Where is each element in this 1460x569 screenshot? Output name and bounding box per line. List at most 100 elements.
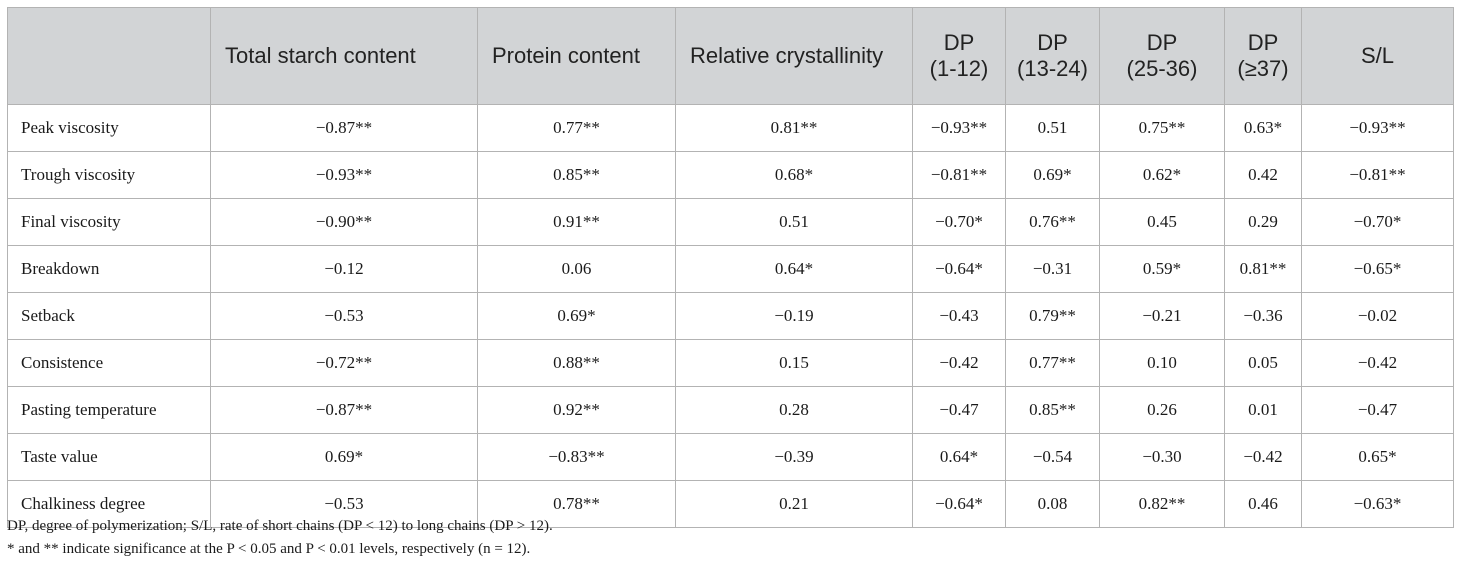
column-header-s-l: S/L (1301, 7, 1454, 105)
table-cell: 0.51 (675, 198, 913, 246)
table-cell: −0.72** (210, 339, 478, 387)
row-label: Final viscosity (7, 198, 211, 246)
table-cell: 0.65* (1301, 433, 1454, 481)
table-cell: −0.02 (1301, 292, 1454, 340)
table-cell: 0.21 (675, 480, 913, 528)
column-header-line: (≥37) (1237, 56, 1289, 81)
table-cell: 0.69* (210, 433, 478, 481)
table-cell: −0.12 (210, 245, 478, 293)
table-row: Taste value 0.69* −0.83** −0.39 0.64* −0.54 −0… (7, 433, 1454, 481)
column-header-line: DP (1146, 30, 1178, 55)
footnote-abbreviations: DP, degree of polymerization; S/L, rate … (7, 518, 553, 534)
table-cell: −0.93** (210, 151, 478, 199)
table-row: Peak viscosity −0.87** 0.77** 0.81** −0.93**… (7, 104, 1454, 152)
table-row: Trough viscosity −0.93** 0.85** 0.68* −0.81*… (7, 151, 1454, 199)
table-cell: 0.63* (1224, 104, 1302, 152)
table-cell: 0.28 (675, 386, 913, 434)
table-cell: 0.81** (1224, 245, 1302, 293)
row-label: Consistence (7, 339, 211, 387)
table-cell: −0.64* (912, 245, 1006, 293)
row-label: Chalkiness degree (7, 480, 211, 528)
table-header-row: Total starch content Protein content Relat… (7, 7, 1454, 105)
table-cell: 0.45 (1099, 198, 1225, 246)
table-cell: 0.75** (1099, 104, 1225, 152)
column-header-dp-1-12: DP (1-12) (912, 7, 1006, 105)
table-cell: 0.15 (675, 339, 913, 387)
row-label: Taste value (7, 433, 211, 481)
table-cell: 0.01 (1224, 386, 1302, 434)
table-cell: 0.81** (675, 104, 913, 152)
table-cell: 0.88** (477, 339, 676, 387)
table-cell: −0.30 (1099, 433, 1225, 481)
table-row: Breakdown −0.12 0.06 0.64* −0.64* −0.31 0.59* 0… (7, 245, 1454, 293)
table-cell: −0.42 (912, 339, 1006, 387)
table-cell: −0.87** (210, 104, 478, 152)
column-header-line: Protein content (492, 43, 640, 68)
table-cell: −0.70* (1301, 198, 1454, 246)
table-cell: −0.47 (912, 386, 1006, 434)
column-header-line: DP (1247, 30, 1279, 55)
table-cell: 0.82** (1099, 480, 1225, 528)
row-label: Breakdown (7, 245, 211, 293)
table-cell: 0.91** (477, 198, 676, 246)
table-cell: 0.85** (477, 151, 676, 199)
table-cell: 0.68* (675, 151, 913, 199)
table-cell: 0.62* (1099, 151, 1225, 199)
table-cell: −0.43 (912, 292, 1006, 340)
column-header-total-starch: Total starch content (210, 7, 478, 105)
table-body: Peak viscosity −0.87** 0.77** 0.81** −0.93**… (7, 104, 1454, 528)
table-cell: −0.90** (210, 198, 478, 246)
table-row: Pasting temperature −0.87** 0.92** 0.28 −0.4… (7, 386, 1454, 434)
table-cell: −0.53 (210, 480, 478, 528)
table-cell: −0.87** (210, 386, 478, 434)
table-cell: −0.63* (1301, 480, 1454, 528)
table-cell: 0.10 (1099, 339, 1225, 387)
table-cell: 0.69* (1005, 151, 1100, 199)
footnote-significance: * and ** indicate significance at the P … (7, 541, 531, 557)
table-cell: 0.42 (1224, 151, 1302, 199)
table-cell: 0.85** (1005, 386, 1100, 434)
column-header-line: (1-12) (929, 56, 989, 81)
table-row: Chalkiness degree −0.53 0.78** 0.21 −0.64* 0.… (7, 480, 1454, 528)
table-cell: 0.08 (1005, 480, 1100, 528)
column-header-dp-25-36: DP (25-36) (1099, 7, 1225, 105)
table-cell: 0.76** (1005, 198, 1100, 246)
table-cell: −0.81** (912, 151, 1006, 199)
row-label: Pasting temperature (7, 386, 211, 434)
column-header-crystallinity: Relative crystallinity (675, 7, 913, 105)
table-row: Final viscosity −0.90** 0.91** 0.51 −0.70* 0.… (7, 198, 1454, 246)
table-cell: −0.47 (1301, 386, 1454, 434)
column-header-line: Relative crystallinity (690, 43, 884, 68)
column-header-line: DP (1037, 30, 1068, 55)
table-row: Setback −0.53 0.69* −0.19 −0.43 0.79** −0.21 −0… (7, 292, 1454, 340)
table-cell: 0.79** (1005, 292, 1100, 340)
table-cell: −0.39 (675, 433, 913, 481)
column-header-line: DP (943, 30, 975, 55)
column-header-line: S/L (1360, 43, 1395, 68)
table-cell: 0.64* (675, 245, 913, 293)
table-row: Consistence −0.72** 0.88** 0.15 −0.42 0.77** 0… (7, 339, 1454, 387)
row-label: Setback (7, 292, 211, 340)
table-cell: 0.05 (1224, 339, 1302, 387)
column-header-line: (25-36) (1126, 56, 1198, 81)
table-footnotes: DP, degree of polymerization; S/L, rate … (7, 515, 553, 561)
column-header-line: (13-24) (1017, 56, 1088, 81)
table-cell: 0.51 (1005, 104, 1100, 152)
table-cell: −0.81** (1301, 151, 1454, 199)
table-cell: −0.36 (1224, 292, 1302, 340)
table-cell: −0.21 (1099, 292, 1225, 340)
row-label: Trough viscosity (7, 151, 211, 199)
table-cell: −0.42 (1224, 433, 1302, 481)
column-header-dp-13-24: DP (13-24) (1005, 7, 1100, 105)
table-cell: 0.59* (1099, 245, 1225, 293)
table-cell: 0.26 (1099, 386, 1225, 434)
table-cell: −0.19 (675, 292, 913, 340)
table-cell: −0.83** (477, 433, 676, 481)
table-cell: −0.31 (1005, 245, 1100, 293)
table-cell: 0.92** (477, 386, 676, 434)
column-header-line: Total starch content (225, 43, 416, 68)
table-cell: 0.77** (477, 104, 676, 152)
correlation-table-container: Total starch content Protein content Relat… (7, 7, 1454, 528)
table-cell: 0.69* (477, 292, 676, 340)
table-cell: −0.42 (1301, 339, 1454, 387)
